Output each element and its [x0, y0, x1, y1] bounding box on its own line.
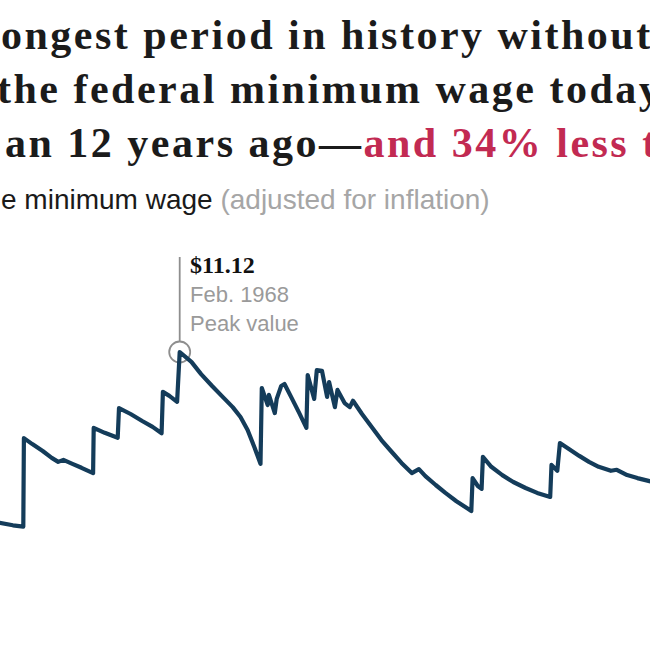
peak-note-label: Peak value [190, 312, 299, 336]
wage-line-series [0, 352, 650, 527]
peak-date-label: Feb. 1968 [190, 283, 289, 307]
wage-line-chart [0, 0, 650, 650]
peak-value-label: $11.12 [190, 253, 255, 277]
minimum-wage-chart-page: ongest period in history without the fed… [0, 0, 650, 650]
